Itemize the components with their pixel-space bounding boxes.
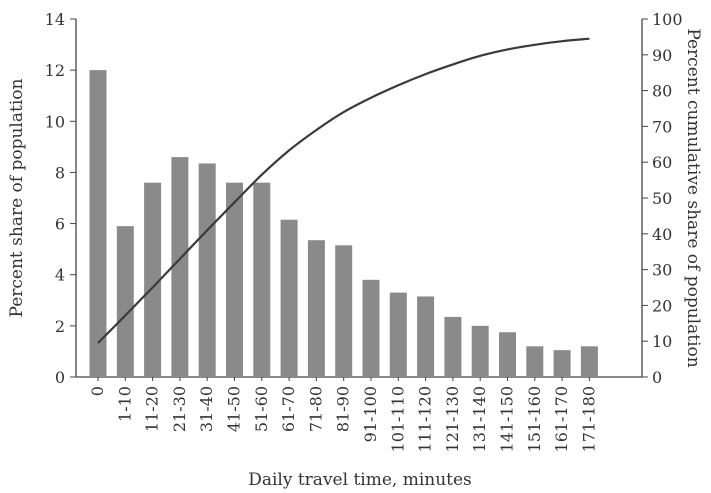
bar-91-100 [362, 279, 380, 377]
x-tick-label: 71-80 [306, 386, 325, 432]
bar-121-130 [444, 316, 462, 377]
bar-11-20 [144, 182, 162, 377]
y2-tick-label: 100 [652, 10, 683, 29]
y-tick-label: 0 [55, 368, 65, 387]
y2-axis-title: Percent cumulative share of population [683, 28, 703, 367]
x-tick-label: 171-180 [579, 386, 598, 452]
bar-171-180 [580, 346, 598, 377]
x-tick-label: 0 [88, 386, 107, 396]
x-tick-label: 101-110 [388, 386, 407, 452]
left-ticks: 0 2 4 6 8 10 12 14 [45, 10, 76, 387]
bar-111-120 [417, 296, 435, 377]
x-tick-label: 1-10 [115, 386, 134, 422]
bar-41-50 [226, 182, 243, 377]
x-tick-label: 151-160 [525, 386, 544, 452]
x-tick-label: 131-140 [470, 386, 489, 452]
x-axis-title: Daily travel time, minutes [248, 470, 472, 490]
x-tick-label: 41-50 [225, 386, 244, 432]
y-tick-label: 12 [45, 61, 65, 80]
y2-tick-label: 50 [652, 189, 672, 208]
y-tick-label: 6 [55, 215, 65, 234]
y-tick-label: 14 [45, 10, 65, 29]
y2-tick-label: 60 [652, 153, 672, 172]
y-tick-label: 10 [45, 112, 65, 131]
y-axis-title: Percent share of population [7, 78, 27, 317]
x-tick-label: 61-70 [279, 386, 298, 432]
bar-31-40 [198, 163, 216, 377]
x-tick-label: 81-90 [334, 386, 353, 432]
bar-151-160 [526, 346, 544, 377]
bar-71-80 [307, 240, 325, 377]
bar-61-70 [280, 219, 298, 377]
x-tick-label: 141-150 [498, 386, 517, 452]
y-tick-label: 2 [55, 317, 65, 336]
bar-101-110 [389, 292, 407, 377]
bar-1-10 [116, 226, 134, 377]
y2-tick-label: 30 [652, 261, 672, 280]
bar-81-90 [335, 245, 353, 377]
bar-0 [89, 70, 107, 377]
x-tick-label: 91-100 [361, 386, 380, 442]
y2-tick-label: 90 [652, 46, 672, 65]
cumulative-line [97, 37, 590, 344]
y-tick-label: 4 [55, 266, 65, 285]
bar-51-60 [253, 182, 271, 377]
bar-21-30 [171, 157, 189, 377]
x-tick-label: 11-20 [143, 386, 162, 432]
x-tick-label: 121-130 [443, 386, 462, 452]
x-tick-label: 111-120 [416, 386, 435, 452]
y2-tick-label: 80 [652, 82, 672, 101]
y2-tick-label: 20 [652, 296, 672, 315]
bar-161-170 [553, 350, 571, 377]
y2-tick-label: 10 [652, 332, 672, 351]
x-tick-label: 51-60 [252, 386, 271, 432]
x-ticks: 0 1-10 11-20 21-30 31-40 41-50 51-60 61-70 71-80… [88, 377, 598, 452]
x-tick-label: 21-30 [170, 386, 189, 432]
bar-131-140 [471, 325, 489, 377]
x-tick-label: 161-170 [552, 386, 571, 452]
x-tick-label: 31-40 [197, 386, 216, 432]
y-tick-label: 8 [55, 163, 65, 182]
y2-tick-label: 40 [652, 225, 672, 244]
bar-141-150 [499, 332, 516, 377]
y2-tick-label: 0 [652, 368, 662, 387]
y2-tick-label: 70 [652, 117, 672, 136]
bars [89, 70, 598, 377]
right-ticks: 0 10 20 30 40 50 60 70 80 90 100 [642, 10, 683, 387]
